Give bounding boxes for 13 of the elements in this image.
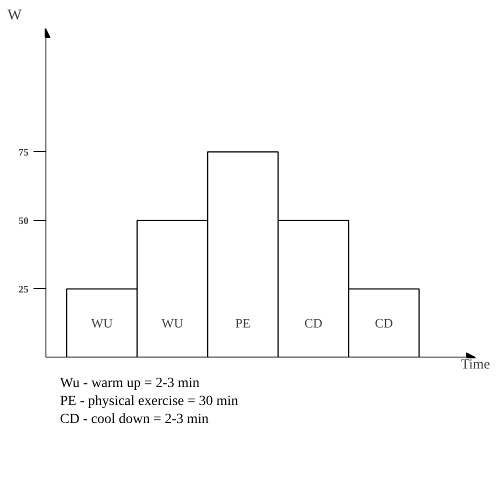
y-tick-label: 25: [18, 284, 28, 296]
y-tick-label: 50: [18, 216, 28, 227]
text: Wu - warm up = 2-3 min: [60, 376, 200, 391]
y-axis-title: W: [8, 8, 22, 24]
y-tick-label: 75: [18, 147, 28, 158]
x-tick-label: WU: [162, 316, 184, 331]
x-axis-title: Time: [460, 358, 490, 372]
text: PE - physical exercise = 30 min: [60, 394, 238, 410]
x-tick-label: PE: [235, 316, 251, 331]
x-tick-label: WU: [91, 316, 114, 331]
x-tick-label: CD: [374, 316, 393, 331]
text: CD - cool down = 2-3 min: [60, 412, 209, 428]
x-tick-label: CD: [304, 316, 322, 331]
